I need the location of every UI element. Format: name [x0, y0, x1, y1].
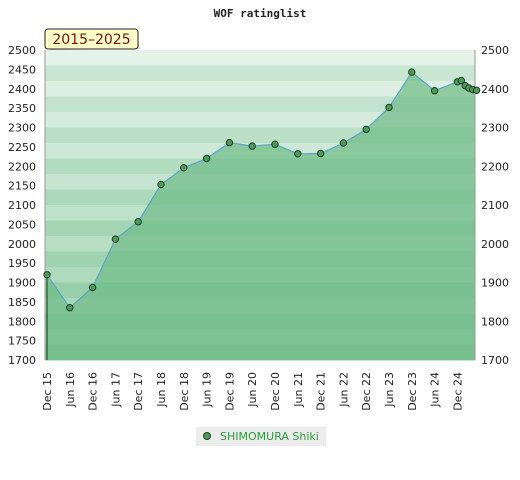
x-tick-label: Dec 23	[406, 372, 419, 411]
y-tick-label: 2500	[8, 44, 36, 57]
y-tick-label: 1950	[8, 257, 36, 270]
y-axis-right: 1700 1800 1900 2000 2100 2200 2300 2400 2500	[481, 44, 509, 367]
data-point	[157, 180, 165, 189]
data-point	[430, 87, 439, 95]
y-tick-label-right: 1900	[481, 277, 509, 290]
legend-marker	[203, 432, 211, 440]
legend-label: SHIMOMURA Shiki	[220, 430, 319, 443]
x-tick-label: Dec 21	[315, 372, 328, 411]
y-tick-label: 2250	[8, 141, 36, 154]
y-tick-label-right: 2000	[481, 238, 509, 251]
y-tick-label: 2350	[8, 102, 36, 115]
background-band	[45, 112, 475, 128]
x-tick-label: Dec 20	[269, 372, 282, 411]
data-point	[362, 125, 370, 134]
y-tick-label-right: 1800	[481, 315, 509, 328]
background-band	[45, 96, 475, 113]
range-label: 2015–2025	[52, 32, 130, 48]
x-tick-label: Jun 23	[383, 372, 396, 408]
y-tick-label: 1700	[8, 354, 36, 367]
data-point	[472, 86, 481, 95]
data-point	[294, 150, 302, 158]
x-tick-label: Dec 16	[87, 372, 100, 411]
x-tick-label: Dec 22	[360, 372, 373, 411]
y-tick-label: 1850	[8, 296, 36, 309]
y-tick-label-right: 2500	[481, 44, 509, 57]
y-tick-label-right: 2100	[481, 199, 509, 212]
x-tick-label: Jun 24	[429, 372, 442, 408]
data-point	[88, 283, 97, 292]
data-point	[43, 271, 51, 279]
axes	[44, 50, 476, 360]
y-tick-label: 2000	[8, 238, 36, 251]
x-tick-label: Jun 21	[292, 372, 305, 408]
data-point	[316, 149, 325, 158]
data-point	[271, 140, 279, 148]
y-tick-label: 2400	[8, 83, 36, 96]
y-axis-left: 1700 1750 1800 1850 1900 1950 2000 2050 2100 2150…	[8, 44, 36, 367]
x-tick-label: Dec 15	[41, 372, 54, 411]
background-band	[45, 65, 475, 82]
y-tick-label: 1800	[8, 315, 36, 328]
y-tick-label: 2300	[8, 122, 36, 135]
data-point	[66, 304, 74, 312]
data-point	[408, 68, 416, 76]
y-tick-label: 2100	[8, 199, 36, 212]
data-point	[202, 154, 211, 163]
data-point	[339, 139, 348, 147]
x-tick-label: Jun 17	[109, 372, 122, 408]
y-tick-label-right: 2300	[481, 122, 509, 135]
data-point	[385, 103, 393, 112]
x-tick-label: Dec 18	[178, 372, 191, 411]
legend-bg	[196, 427, 326, 446]
data-markers	[43, 68, 481, 312]
y-tick-label: 1900	[8, 277, 36, 290]
x-tick-label: Jun 22	[337, 372, 350, 408]
range-label-bg	[44, 28, 139, 50]
data-point	[457, 76, 465, 85]
x-tick-label: Jun 19	[201, 372, 214, 408]
x-tick-label: Jun 20	[246, 372, 259, 408]
y-tick-label: 1750	[8, 335, 36, 348]
x-tick-label: Jun 18	[155, 372, 168, 408]
y-tick-label: 2050	[8, 218, 36, 231]
x-tick-label: Dec 19	[223, 372, 236, 411]
legend: SHIMOMURA Shiki	[196, 427, 326, 446]
y-tick-label: 2150	[8, 180, 36, 193]
data-point	[225, 138, 234, 147]
y-tick-label: 2450	[8, 63, 36, 76]
y-tick-label-right: 2200	[481, 160, 509, 173]
series-area	[47, 72, 477, 360]
data-point	[248, 142, 256, 150]
background-band	[45, 50, 475, 66]
y-tick-label: 2200	[8, 160, 36, 173]
data-point	[111, 235, 120, 243]
x-tick-label: Dec 17	[132, 372, 145, 411]
chart-title: WOF ratinglist	[214, 7, 307, 20]
y-tick-label-right: 2400	[481, 83, 509, 96]
range-label-box: 2015–2025	[44, 28, 140, 50]
y-tick-label-right: 1700	[481, 354, 509, 367]
x-tick-label: Dec 24	[451, 372, 464, 411]
data-point	[134, 218, 142, 226]
data-point	[180, 164, 188, 172]
background-band	[45, 81, 475, 97]
x-tick-label: Jun 16	[64, 372, 77, 408]
x-axis: Dec 15 Jun 16 Dec 16 Jun 17 Dec 17 Jun 18 Dec …	[41, 372, 464, 411]
